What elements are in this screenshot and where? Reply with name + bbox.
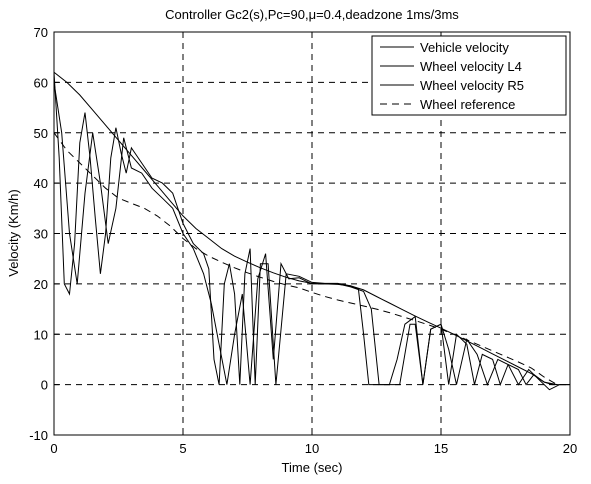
legend-box [371, 35, 567, 116]
y-tick-label: 10 [34, 327, 48, 342]
series-line-wheel-velocity-r5 [54, 82, 570, 391]
y-axis-label: Velocity (Km/h) [6, 189, 21, 276]
chart-title: Controller Gc2(s),Pc=90,μ=0.4,deadzone 1… [165, 7, 459, 22]
y-ticks: -10 0 10 20 30 40 50 60 70 [29, 25, 59, 443]
y-tick-label: 70 [34, 25, 48, 40]
legend-label-wheel-velocity-r5: Wheel velocity R5 [420, 78, 524, 93]
y-tick-label: -10 [29, 428, 48, 443]
series-line-wheel-reference [54, 132, 558, 386]
legend-label-vehicle-velocity: Vehicle velocity [420, 40, 509, 55]
x-ticks: 0 5 10 15 20 [50, 430, 577, 456]
x-tick-label: 0 [50, 441, 57, 456]
y-tick-label: 40 [34, 176, 48, 191]
x-tick-label: 10 [305, 441, 319, 456]
series-line-vehicle-velocity [54, 71, 558, 386]
x-tick-label: 20 [563, 441, 577, 456]
x-axis-label: Time (sec) [282, 460, 343, 475]
y-tick-label: 30 [34, 227, 48, 242]
series-lines [54, 71, 570, 391]
legend-label-wheel-reference: Wheel reference [420, 97, 515, 112]
series-line-wheel-velocity-l4 [54, 72, 570, 387]
y-tick-label: 20 [34, 277, 48, 292]
y-tick-label: 0 [41, 378, 48, 393]
legend-label-wheel-velocity-l4: Wheel velocity L4 [420, 59, 522, 74]
x-tick-label: 15 [434, 441, 448, 456]
legend: Vehicle velocity Wheel velocity L4 Wheel v… [371, 35, 567, 116]
x-tick-label: 5 [179, 441, 186, 456]
y-tick-label: 60 [34, 75, 48, 90]
y-tick-label: 50 [34, 126, 48, 141]
